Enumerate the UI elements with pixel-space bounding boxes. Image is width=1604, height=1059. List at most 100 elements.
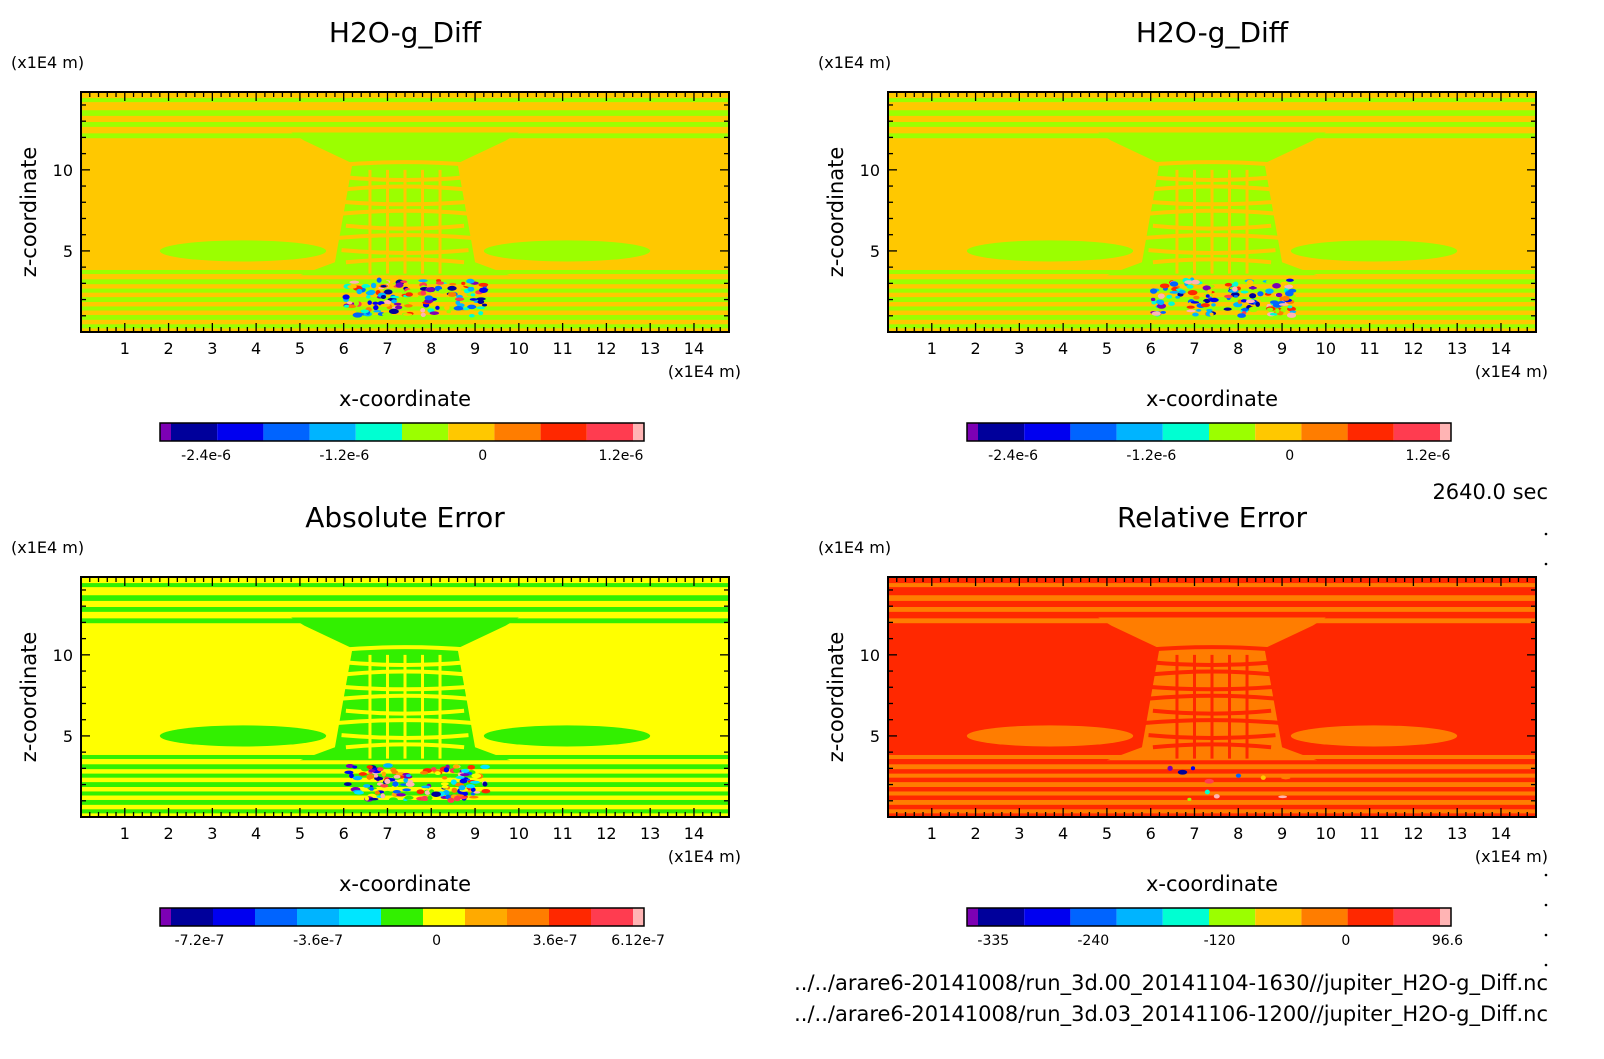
colorbar-swatch bbox=[1116, 908, 1163, 926]
x-tick-label: 7 bbox=[382, 339, 392, 358]
turbulence-spot bbox=[352, 312, 363, 318]
turbulence-spot bbox=[405, 781, 415, 787]
y-unit-label: (x1E4 m) bbox=[11, 53, 84, 72]
colorbar-swatch bbox=[160, 908, 171, 926]
x-tick-label: 8 bbox=[1233, 339, 1243, 358]
turbulence-spot bbox=[393, 774, 401, 779]
turbulence-spot bbox=[343, 782, 352, 787]
colorbar-tick-label: -2.4e-6 bbox=[988, 448, 1038, 464]
turbulence-spot bbox=[447, 285, 457, 291]
colorbar-tick-label: -3.6e-7 bbox=[293, 933, 343, 949]
turbulence-spot bbox=[417, 294, 426, 300]
x-tick-label: 14 bbox=[1491, 824, 1511, 843]
turbulence-spot bbox=[400, 783, 408, 786]
colorbar-swatch bbox=[978, 908, 1025, 926]
turbulence-spot bbox=[1269, 312, 1277, 316]
x-tick-label: 4 bbox=[1058, 339, 1068, 358]
y-tick-label: 10 bbox=[860, 161, 880, 180]
colorbar-tick-label: -120 bbox=[1204, 933, 1236, 949]
turbulence-spot bbox=[467, 309, 475, 314]
turbulence-spot bbox=[449, 282, 457, 286]
turbulence-spot bbox=[1150, 297, 1156, 302]
x-tick-label: 10 bbox=[1316, 824, 1336, 843]
turbulence-spot bbox=[1192, 312, 1199, 317]
colorbar-swatch bbox=[1162, 908, 1209, 926]
colorbar-tick-label: -240 bbox=[1077, 933, 1109, 949]
turbulence-spot bbox=[405, 774, 412, 778]
turbulence-spot bbox=[1275, 292, 1283, 298]
turbulence-spot bbox=[1286, 312, 1297, 318]
turbulence-spot bbox=[1248, 286, 1257, 290]
turbulence-spot bbox=[393, 302, 402, 306]
x-tick-label: 11 bbox=[1359, 339, 1379, 358]
x-tick-label: 9 bbox=[470, 339, 480, 358]
turbulence-spot bbox=[424, 295, 434, 301]
turbulence-spot bbox=[1288, 288, 1297, 293]
side-lobe bbox=[159, 725, 327, 747]
turbulence-spot bbox=[473, 791, 481, 794]
colorbar-tick-label: -7.2e-7 bbox=[175, 933, 225, 949]
turbulence-spot bbox=[1168, 301, 1175, 306]
contour-band bbox=[888, 324, 1536, 329]
turbulence-spot bbox=[1157, 299, 1165, 306]
x-unit-label: (x1E4 m) bbox=[668, 847, 741, 866]
colorbar-swatch bbox=[1162, 423, 1209, 441]
x-tick-label: 3 bbox=[1014, 339, 1024, 358]
turbulence-spot bbox=[467, 286, 475, 292]
turbulence-spot bbox=[381, 771, 387, 777]
turbulence-spot bbox=[1209, 297, 1219, 303]
turbulence-spot bbox=[1260, 775, 1266, 780]
contour-band bbox=[888, 279, 1536, 285]
turbulence-spot bbox=[360, 309, 369, 314]
turbulence-spot bbox=[435, 305, 440, 310]
turbulence-spot bbox=[421, 785, 431, 789]
turbulence-spot bbox=[470, 293, 476, 297]
turbulence-spot bbox=[1286, 278, 1294, 282]
turbulence-spot bbox=[466, 284, 475, 288]
turbulence-spot bbox=[1240, 308, 1250, 311]
turbulence-spot bbox=[404, 304, 413, 308]
turbulence-spot bbox=[468, 795, 479, 799]
y-axis-label: z-coordinate bbox=[824, 147, 848, 278]
colorbar-swatch bbox=[586, 423, 633, 441]
colorbar-swatch bbox=[160, 423, 171, 441]
turbulence-spot bbox=[455, 776, 465, 779]
colorbar-tick-label: 1.2e-6 bbox=[599, 448, 644, 464]
y-tick-label: 10 bbox=[53, 646, 73, 665]
x-unit-label: (x1E4 m) bbox=[668, 362, 741, 381]
turbulence-spot bbox=[380, 280, 389, 284]
plume-stripe bbox=[336, 645, 474, 652]
turbulence-spot bbox=[1213, 794, 1220, 799]
x-tick-label: 10 bbox=[509, 824, 529, 843]
x-tick-label: 6 bbox=[339, 339, 349, 358]
turbulence-spot bbox=[1205, 294, 1210, 298]
turbulence-spot bbox=[1186, 309, 1196, 313]
turbulence-spot bbox=[1240, 299, 1248, 303]
x-tick-label: 7 bbox=[1189, 339, 1199, 358]
turbulence-spot bbox=[1272, 283, 1281, 289]
colorbar-swatch bbox=[171, 423, 218, 441]
turbulence-spot bbox=[402, 788, 412, 792]
turbulence-spot bbox=[383, 299, 391, 305]
turbulence-spot bbox=[374, 776, 384, 781]
x-tick-label: 1 bbox=[120, 339, 130, 358]
turbulence-spot bbox=[471, 773, 482, 779]
colorbar-swatch bbox=[1209, 423, 1256, 441]
turbulence-spot bbox=[481, 789, 491, 794]
turbulence-spot bbox=[466, 278, 475, 284]
turbulence-spot bbox=[1190, 301, 1200, 304]
colorbar-swatch bbox=[507, 908, 549, 926]
turbulence-spot bbox=[1178, 290, 1186, 294]
contour-band bbox=[81, 809, 729, 814]
turbulence-spot bbox=[476, 306, 486, 310]
x-tick-label: 12 bbox=[596, 824, 616, 843]
turbulence-spot bbox=[1280, 308, 1286, 312]
colorbar-swatch bbox=[339, 908, 381, 926]
x-tick-label: 6 bbox=[1146, 824, 1156, 843]
turbulence-spot bbox=[418, 279, 428, 283]
colorbar-tick-label: 0 bbox=[432, 933, 441, 949]
colorbar-swatch bbox=[423, 908, 465, 926]
side-lobe bbox=[159, 240, 327, 262]
contour-band bbox=[81, 791, 729, 796]
